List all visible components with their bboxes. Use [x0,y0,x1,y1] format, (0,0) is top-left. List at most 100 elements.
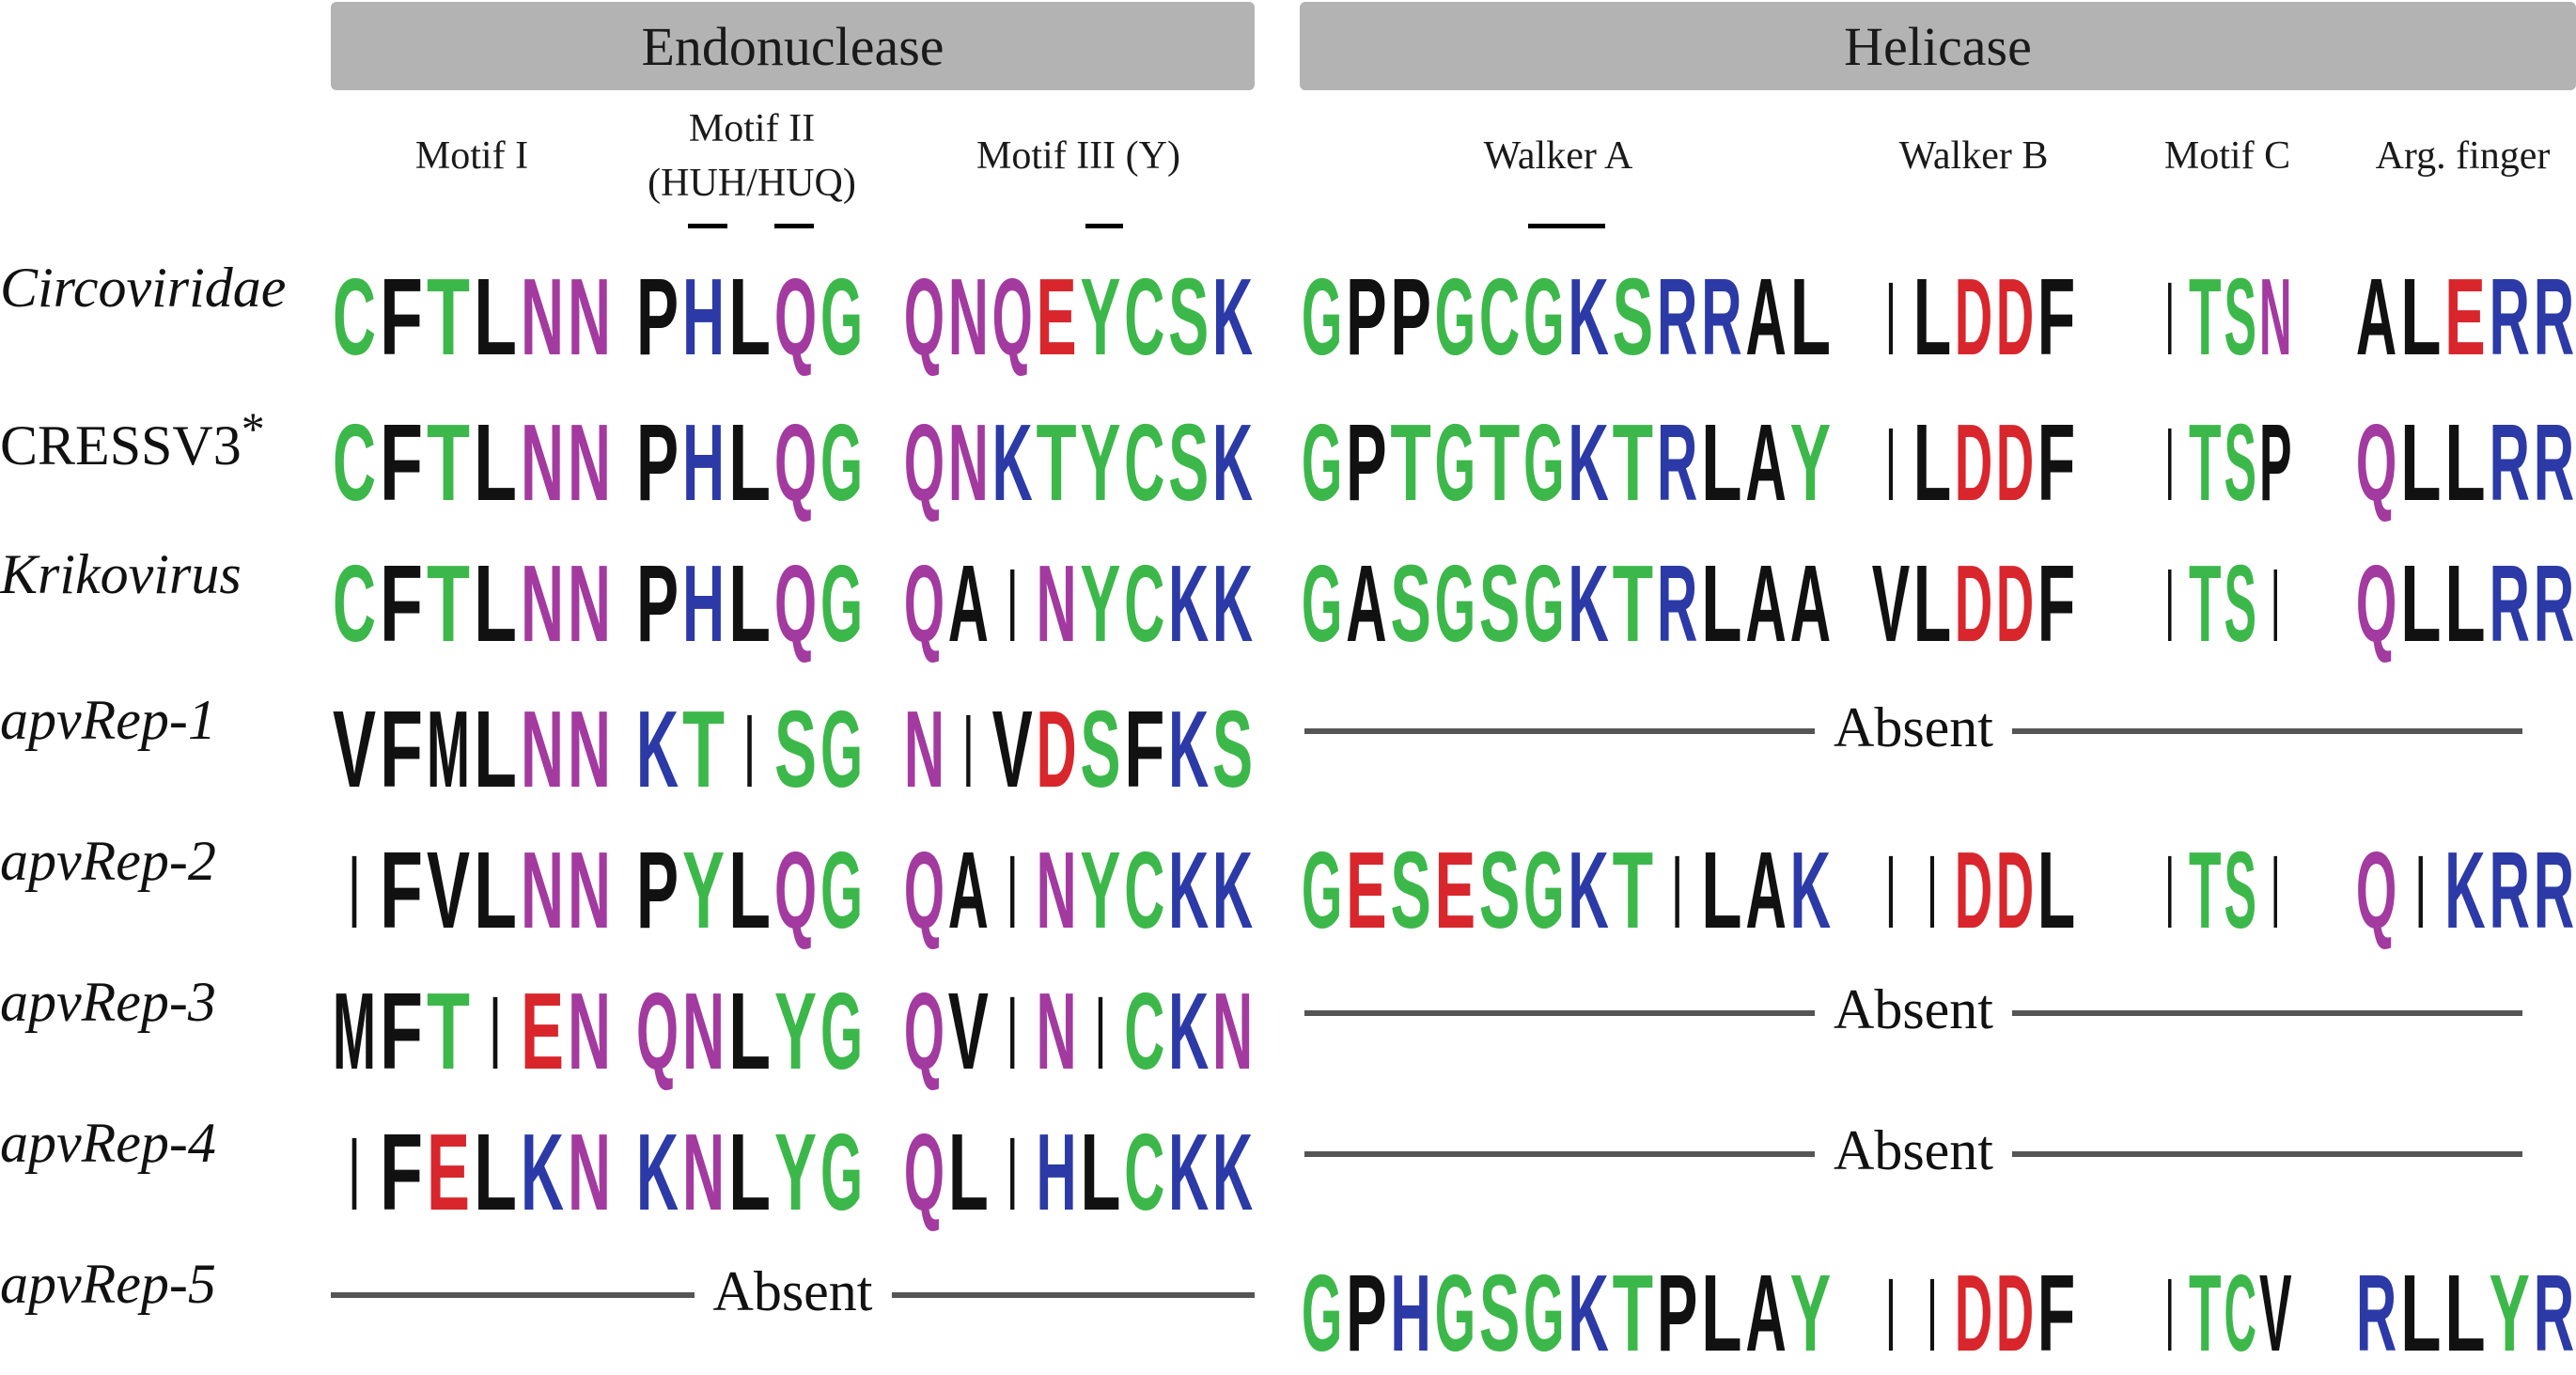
logo-letter: F [380,256,423,378]
logo-letter: G [820,256,863,378]
row-label: apvRep-5 [0,1252,216,1317]
row-label-text: apvRep-3 [0,971,216,1033]
logo-letter: G [1302,1252,1342,1374]
logo-letter: L [2400,256,2441,378]
logo-letter: R [2534,829,2574,951]
logo-letter: A [1745,829,1786,951]
logo-letter: H [682,542,725,664]
logo-letter: Y [1790,1252,1831,1374]
absent-line [2012,1009,2522,1016]
logo-letter: R [2356,1252,2396,1374]
logo-letter: P [1657,1252,1697,1374]
helicase-absent-label: Absent [1834,977,1993,1040]
logo-letter: A [1745,256,1786,378]
logo-letter: Q [904,401,945,523]
logo-letter: T [1390,401,1430,523]
logo-letter: C [1124,829,1164,951]
logo-letter: G [820,401,863,523]
logo-letter: P [1346,256,1386,378]
logo-letter: T [1613,401,1653,523]
motif2-header-line1: Motif II [688,107,816,150]
logo-letter: K [1168,1111,1209,1233]
logo-letter: S [774,688,817,810]
logo-letter: N [568,970,611,1092]
helicase-absent-label: Absent [1834,1118,1993,1181]
logo-letter: Y [1080,256,1120,378]
logo-letter: Q [774,401,817,523]
logo-letter: L [474,688,517,810]
logo-letter: D [1996,829,2034,951]
helicase-absent-label: Absent [1834,695,1993,758]
logo-letter: L [474,401,517,523]
logo-letter: L [2444,542,2485,664]
logo-letter: A [1790,542,1831,664]
logo-letter: K [1212,401,1253,523]
logo-letter: N [521,256,564,378]
logo-letter: I [1928,835,1936,950]
logo-letter: S [1390,542,1430,664]
logo-letter: E [1435,829,1475,951]
logo-letter: D [1996,542,2034,664]
logo-letter: G [1523,829,1564,951]
logo-letter: P [2259,401,2292,523]
logo-letter: N [1212,970,1253,1092]
logo-letter: Q [904,542,945,664]
walker-a-header: Walker A [1483,134,1633,178]
logo-letter: V [427,829,470,951]
logo-letter: S [2225,829,2257,951]
logo-letter: C [333,256,376,378]
logo-letter: Y [774,1111,817,1233]
logo-letter: S [2225,401,2257,523]
logo-letter: K [992,401,1033,523]
logo-letter: F [380,401,423,523]
logo-letter: N [568,256,611,378]
logo-letter: I [1887,835,1895,950]
logo-letter: Q [636,970,679,1092]
logo-letter: L [474,542,517,664]
logo-letter: P [1346,1252,1386,1374]
logo-letter: E [521,970,564,1092]
logo-letter: N [521,542,564,664]
logo-letter: R [2489,829,2529,951]
logo-letter: T [427,970,470,1092]
logo-letter: N [2259,256,2292,378]
logo-letter: I [2417,835,2425,950]
logo-letter: Q [992,256,1033,378]
logo-letter: I [351,835,359,950]
logo-letter: K [1568,401,1608,523]
row-label: Circoviridae [0,256,286,320]
arg-finger-header: Arg. finger [2375,134,2551,178]
logo-letter: S [1212,688,1253,810]
row-label: Krikovirus [0,542,242,607]
logo-letter: G [1523,256,1564,378]
logo-letter: H [682,401,725,523]
logo-letter: V [333,688,376,810]
logo-letter: Y [2489,1252,2529,1374]
logo-letter: I [1008,548,1016,664]
logo-letter: I [2166,1258,2173,1373]
logo-letter: S [2225,256,2257,378]
logo-letter: H [682,256,725,378]
logo-letter: K [636,1111,679,1233]
logo-letter: N [521,401,564,523]
logo-letter: N [904,688,945,810]
logo-letter: K [2444,829,2485,951]
logo-letter: A [1745,1252,1786,1374]
logo-letter: C [1124,970,1164,1092]
logo-letter: G [820,829,863,951]
endonuclease-domain-header: Endonuclease [331,2,1255,90]
logo-letter: I [1673,835,1681,950]
logo-letter: G [1435,542,1475,664]
